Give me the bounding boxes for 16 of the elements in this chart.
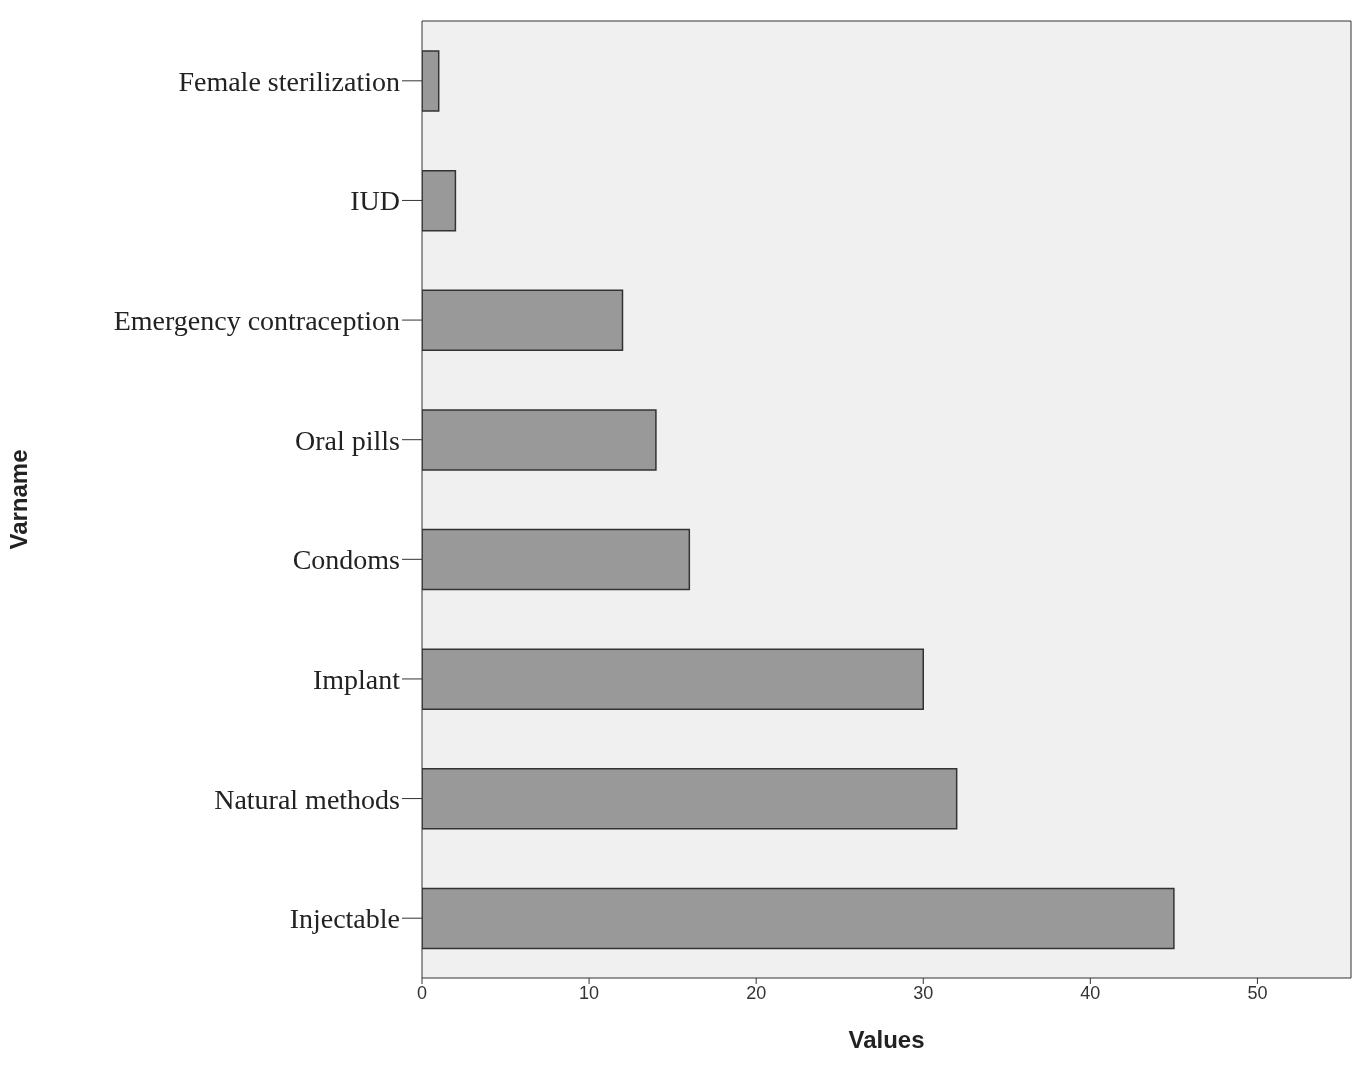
x-tick-label: 50 [1247, 982, 1268, 1003]
y-tick-label: Condoms [292, 544, 400, 576]
y-tick-label: Injectable [289, 903, 400, 935]
y-tick-label: Oral pills [295, 424, 400, 456]
y-tick-label: Implant [312, 663, 401, 695]
y-axis-title: Varname [4, 449, 32, 550]
y-tick-label: Female sterilization [178, 65, 400, 97]
x-tick-label: 0 [416, 982, 428, 1003]
x-tick-label: 10 [579, 982, 600, 1003]
y-tick-label: IUD [350, 185, 400, 217]
x-axis-title: Values [848, 1026, 925, 1053]
y-tick-label: Natural methods [214, 783, 400, 815]
x-tick-label: 20 [746, 982, 767, 1003]
x-tick-label: 30 [913, 982, 934, 1003]
y-tick-label: Emergency contraception [113, 305, 400, 336]
x-tick-label: 40 [1080, 982, 1101, 1003]
